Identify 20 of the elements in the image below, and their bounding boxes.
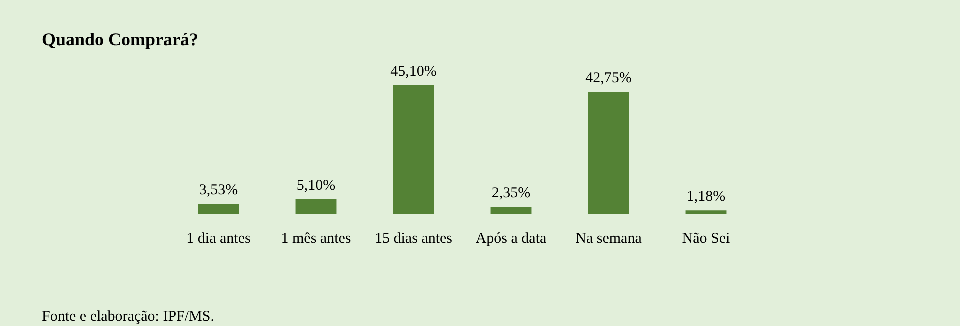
data-label: 45,10% <box>390 64 437 80</box>
bar <box>198 204 240 214</box>
data-label: 42,75% <box>586 70 632 87</box>
x-tick-label: Na semana <box>576 230 642 247</box>
data-label: 1,18% <box>686 189 726 206</box>
source-note: Fonte e elaboração: IPF/MS. <box>42 309 214 325</box>
bar <box>296 199 337 214</box>
bar <box>686 210 727 214</box>
bar <box>588 92 630 214</box>
chart-title: Quando Comprará? <box>42 29 199 50</box>
x-tick-label: 15 dias antes <box>375 230 453 247</box>
x-tick-label: 1 mês antes <box>281 230 352 247</box>
x-tick-label: Não Sei <box>682 230 730 247</box>
data-label: 2,35% <box>492 186 531 202</box>
data-label: 3,53% <box>199 182 238 198</box>
data-label: 5,10% <box>296 178 336 194</box>
x-tick-label: 1 dia antes <box>186 230 251 247</box>
x-tick-label: Após a data <box>476 230 547 247</box>
bar <box>393 86 434 214</box>
bar <box>490 207 532 214</box>
